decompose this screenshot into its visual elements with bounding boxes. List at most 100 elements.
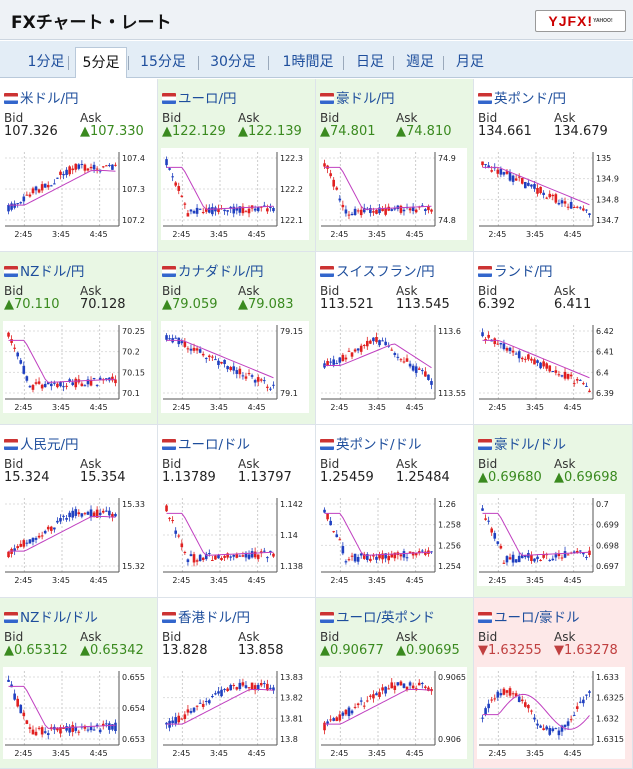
candle-body xyxy=(40,184,44,191)
rate-panel[interactable]: ユーロ/円 Bid ▲122.129 Ask ▲122.139 122.3 122.2 122… xyxy=(158,79,316,252)
candle-body xyxy=(71,510,74,518)
rate-panel[interactable]: 豪ドル/ドル Bid ▲0.69680 Ask ▲0.69698 0.7 0.699 0.69… xyxy=(474,425,633,598)
rate-panel[interactable]: スイスフラン/円 Bid 113.521 Ask 113.545 113.6 113.55 2… xyxy=(316,252,474,425)
pair-link[interactable]: ユーロ/英ポンド xyxy=(320,606,435,626)
tab-2[interactable]: 15分足 xyxy=(140,54,186,70)
rate-panel[interactable]: ユーロ/豪ドル Bid ▼1.63255 Ask ▼1.63278 1.633 1.6325… xyxy=(474,598,633,769)
price-chart[interactable]: 113.6 113.55 2:45 3:45 4:45 xyxy=(319,321,467,413)
pair-name[interactable]: 英ポンド/ドル xyxy=(336,437,422,453)
pair-link[interactable]: 英ポンド/ドル xyxy=(320,433,422,453)
tab-0[interactable]: 1分足 xyxy=(27,54,65,70)
tab-3[interactable]: 30分足 xyxy=(210,54,256,70)
candle-body xyxy=(421,205,424,207)
price-chart[interactable]: 70.25 70.2 70.15 70.1 2:45 3:45 4:45 xyxy=(3,321,151,413)
pair-link[interactable]: 英ポンド/円 xyxy=(478,87,566,107)
rate-panel[interactable]: NZドル/円 Bid ▲70.110 Ask 70.128 70.25 70.2 70.15 7… xyxy=(0,252,158,425)
pair-link[interactable]: NZドル/ドル xyxy=(4,606,98,626)
candle-body xyxy=(235,370,239,374)
pair-name[interactable]: 人民元/円 xyxy=(20,437,79,453)
candle-body xyxy=(65,518,68,520)
rate-panel[interactable]: カナダドル/円 Bid ▲79.059 Ask ▲79.083 79.15 79.1 2:45… xyxy=(158,252,316,425)
pair-link[interactable]: ユーロ/円 xyxy=(162,87,237,107)
tab-7[interactable]: 月足 xyxy=(456,54,484,70)
tab-4[interactable]: 1時間足 xyxy=(282,54,334,70)
candle-body xyxy=(505,690,509,693)
candle-body xyxy=(13,203,16,208)
price-chart[interactable]: 122.3 122.2 122.1 2:45 3:45 4:45 xyxy=(161,148,309,240)
pair-name[interactable]: ユーロ/ドル xyxy=(178,437,251,453)
rate-panel[interactable]: 人民元/円 Bid 15.324 Ask 15.354 15.33 15.32 2:45 3:4… xyxy=(0,425,158,598)
pair-link[interactable]: 豪ドル/ドル xyxy=(478,433,566,453)
candle-body xyxy=(533,359,536,365)
candle-body xyxy=(405,358,409,362)
price-chart[interactable]: 6.42 6.41 6.4 6.39 2:45 3:45 4:45 xyxy=(477,321,625,413)
pair-name[interactable]: 英ポンド/円 xyxy=(494,91,567,107)
x-tick-label: 2:45 xyxy=(172,230,190,239)
tab-6[interactable]: 週足 xyxy=(406,54,434,70)
candle-body xyxy=(539,186,542,194)
price-chart[interactable]: 135 134.9 134.8 134.7 2:45 3:45 4:45 xyxy=(477,148,625,240)
tab-1[interactable]: 5分足 xyxy=(75,47,127,78)
pair-link[interactable]: ユーロ/ドル xyxy=(162,433,250,453)
candle-body xyxy=(217,691,220,694)
price-chart[interactable]: 1.26 1.258 1.256 1.254 2:45 3:45 4:45 xyxy=(319,494,467,586)
pair-link[interactable]: 人民元/円 xyxy=(4,433,79,453)
rate-panel[interactable]: NZドル/ドル Bid ▲0.65312 Ask ▲0.65342 0.655 0.654 0… xyxy=(0,598,158,769)
pair-link[interactable]: 米ドル/円 xyxy=(4,87,79,107)
pair-name[interactable]: 香港ドル/円 xyxy=(178,610,251,626)
pair-name[interactable]: NZドル/円 xyxy=(20,264,85,280)
bid-number: 1.25459 xyxy=(320,470,374,485)
pair-name[interactable]: NZドル/ドル xyxy=(20,610,98,626)
price-chart[interactable]: 0.9065 0.906 2:45 3:45 4:45 xyxy=(319,667,467,759)
rate-panel[interactable]: 米ドル/円 Bid 107.326 Ask ▲107.330 107.4 107.3 107.… xyxy=(0,79,158,252)
rate-panel[interactable]: 豪ドル/円 Bid ▲74.801 Ask ▲74.810 74.9 74.8 2:45 3:4… xyxy=(316,79,474,252)
pair-link[interactable]: 豪ドル/円 xyxy=(320,87,395,107)
candle-body xyxy=(229,556,232,558)
price-chart[interactable]: 0.7 0.699 0.698 0.697 2:45 3:45 4:45 xyxy=(477,494,625,586)
price-chart[interactable]: 79.15 79.1 2:45 3:45 4:45 xyxy=(161,321,309,413)
pair-name[interactable]: 米ドル/円 xyxy=(20,91,79,107)
price-chart[interactable]: 74.9 74.8 2:45 3:45 4:45 xyxy=(319,148,467,240)
rate-panel[interactable]: ユーロ/ドル Bid 1.13789 Ask 1.13797 1.142 1.14 1.138… xyxy=(158,425,316,598)
price-chart[interactable]: 13.83 13.82 13.81 13.8 2:45 3:45 4:45 xyxy=(161,667,309,759)
rate-panel[interactable]: 香港ドル/円 Bid 13.828 Ask 13.858 13.83 13.82 13.81 1… xyxy=(158,598,316,769)
candle-body xyxy=(560,557,564,559)
candle-body xyxy=(499,545,503,549)
pair-name[interactable]: ユーロ/円 xyxy=(178,91,237,107)
candle-body xyxy=(424,686,427,688)
rate-panel[interactable]: ユーロ/英ポンド Bid ▲0.90677 Ask ▲0.90695 0.9065 0.90… xyxy=(316,598,474,769)
chart-background xyxy=(319,494,467,586)
pair-link[interactable]: NZドル/円 xyxy=(4,260,84,280)
pair-link[interactable]: ランド/円 xyxy=(478,260,553,280)
price-chart[interactable]: 0.655 0.654 0.653 2:45 3:45 4:45 xyxy=(3,667,151,759)
pair-name[interactable]: カナダドル/円 xyxy=(178,264,264,280)
pair-name[interactable]: スイスフラン/円 xyxy=(336,264,435,280)
pair-link[interactable]: ユーロ/豪ドル xyxy=(478,606,580,626)
moving-average-line xyxy=(166,339,274,379)
price-chart[interactable]: 107.4 107.3 107.2 2:45 3:45 4:45 xyxy=(3,148,151,240)
candle-body xyxy=(326,513,329,520)
candle-body xyxy=(186,559,190,563)
candle-body xyxy=(46,526,50,530)
candle-body xyxy=(89,726,93,731)
price-chart[interactable]: 15.33 15.32 2:45 3:45 4:45 xyxy=(3,494,151,586)
pair-name[interactable]: ユーロ/英ポンド xyxy=(336,610,436,626)
yjfx-logo[interactable]: YJFX!YAHOO! xyxy=(535,10,626,32)
tab-5[interactable]: 日足 xyxy=(356,54,384,70)
candle-body xyxy=(189,711,193,713)
pair-name[interactable]: 豪ドル/円 xyxy=(336,91,395,107)
pair-link[interactable]: 香港ドル/円 xyxy=(162,606,250,626)
rate-panel[interactable]: 英ポンド/円 Bid 134.661 Ask 134.679 135 134.9 134.8 1… xyxy=(474,79,633,252)
rate-panel[interactable]: ランド/円 Bid 6.392 Ask 6.411 6.42 6.41 6.4 6.39 2:45… xyxy=(474,252,633,425)
pair-link[interactable]: カナダドル/円 xyxy=(162,260,264,280)
pair-name[interactable]: 豪ドル/ドル xyxy=(494,437,567,453)
pair-link[interactable]: スイスフラン/円 xyxy=(320,260,435,280)
price-chart[interactable]: 1.633 1.6325 1.632 1.6315 2:45 3:45 4:45 xyxy=(477,667,625,759)
candle-body xyxy=(378,692,381,697)
candle-body xyxy=(417,551,421,554)
rate-panel[interactable]: 英ポンド/ドル Bid 1.25459 Ask 1.25484 1.26 1.258 1.25… xyxy=(316,425,474,598)
price-chart[interactable]: 1.142 1.14 1.138 2:45 3:45 4:45 xyxy=(161,494,309,586)
pair-name[interactable]: ユーロ/豪ドル xyxy=(494,610,580,626)
candle-body xyxy=(46,382,50,385)
pair-name[interactable]: ランド/円 xyxy=(494,264,553,280)
